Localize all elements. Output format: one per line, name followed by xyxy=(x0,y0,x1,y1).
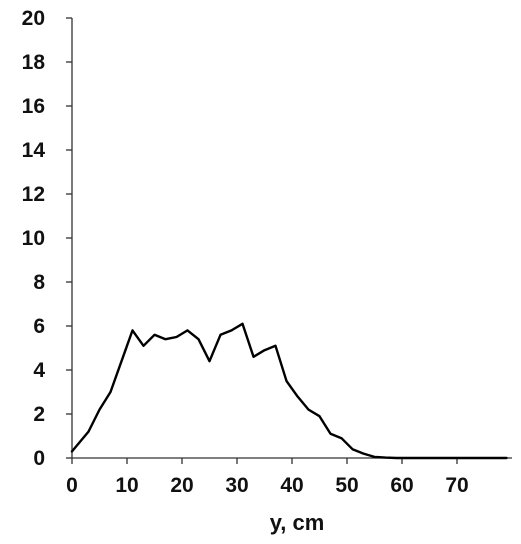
y-tick-label: 2 xyxy=(33,403,45,426)
series-line xyxy=(70,322,508,460)
x-tick-label: 40 xyxy=(280,474,303,497)
x-tick-label: 0 xyxy=(66,474,78,497)
x-tick-label: 70 xyxy=(445,474,468,497)
y-tick-label: 0 xyxy=(33,447,45,470)
series-layer xyxy=(70,322,508,460)
axes xyxy=(66,17,512,464)
x-tick-label: 10 xyxy=(115,474,138,497)
y-tick-label: 10 xyxy=(22,227,45,250)
tick-labels: 0 2 4 6 8 10 12 14 16 18 20 0 10 20 30 40 50 60 70 xyxy=(22,7,469,497)
y-tick-label: 4 xyxy=(33,359,45,382)
y-tick-label: 14 xyxy=(22,139,46,162)
y-tick-label: 12 xyxy=(22,183,45,206)
y-tick-label: 8 xyxy=(33,271,45,294)
x-tick-label: 60 xyxy=(390,474,413,497)
x-tick-label: 30 xyxy=(225,474,248,497)
x-axis-title: y, cm xyxy=(270,510,325,535)
y-tick-label: 6 xyxy=(33,315,45,338)
y-tick-label: 16 xyxy=(22,95,45,118)
y-tick-label: 18 xyxy=(22,51,46,74)
y-tick-label: 20 xyxy=(22,7,45,30)
x-tick-label: 20 xyxy=(170,474,193,497)
x-tick-label: 50 xyxy=(335,474,358,497)
